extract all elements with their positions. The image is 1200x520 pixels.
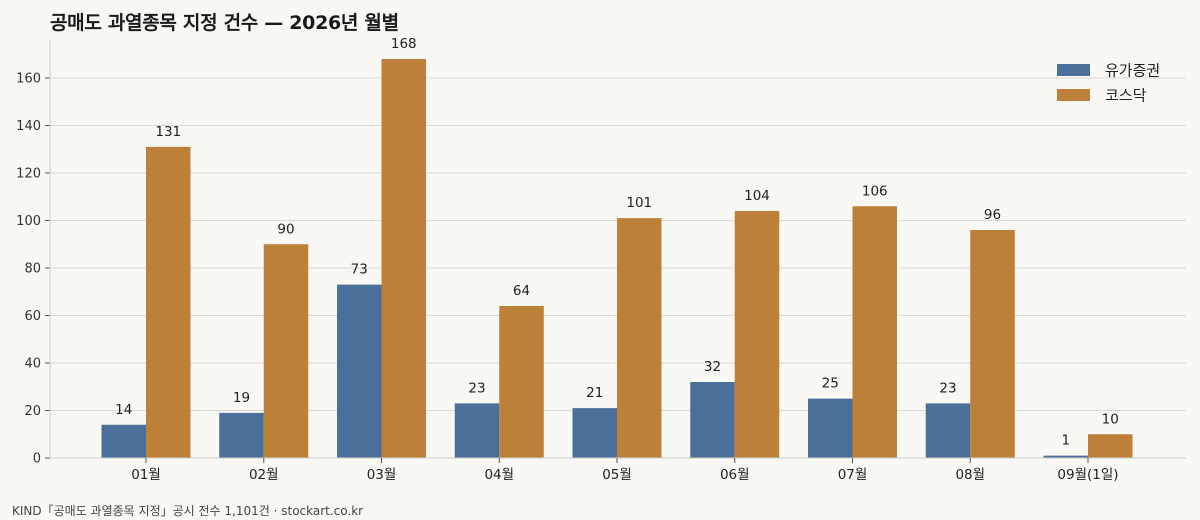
source-footnote: KIND「공매도 과열종목 지정」공시 전수 1,101건 · stockart… [12,504,364,518]
bar-kospi [690,382,735,458]
data-label: 23 [939,380,956,396]
data-label: 10 [1102,411,1119,427]
data-label: 19 [233,390,250,406]
x-tick-label: 02월 [249,467,279,483]
x-tick-label: 03월 [367,467,397,483]
bar-kospi [101,424,146,458]
legend-swatch [1057,64,1090,76]
data-label: 90 [277,221,294,237]
data-label: 1 [1061,433,1070,449]
data-label: 32 [704,359,721,375]
y-tick-label: 0 [33,452,41,467]
data-label: 168 [391,36,417,52]
y-tick-label: 80 [24,262,41,277]
data-label: 106 [862,183,888,199]
legend-label: 코스닥 [1105,87,1147,105]
bar-kosdaq [1088,434,1133,458]
bars: 14 131 19 90 73 168 23 64 21 101 32 104 25 106 23 96 1 10 [101,36,1133,458]
bar-kospi [337,284,382,458]
bar-kospi [808,398,853,458]
bar-kospi [219,412,264,458]
bar-kosdaq [381,59,426,458]
bar-kosdaq [263,244,309,458]
x-tick-label: 08월 [955,467,985,483]
legend-label: 유가증권 [1105,62,1160,80]
y-tick-label: 20 [24,404,41,419]
y-tick-label: 100 [16,214,41,229]
bar-kospi [1043,455,1088,458]
bar-kosdaq [617,218,662,458]
x-tick-label: 06월 [720,467,750,483]
bar-chart: 0 20 40 60 80 100 120 140 160 14 131 19 90 73 168 23 64… [16,36,1186,483]
x-tick-label: 05월 [602,467,632,483]
data-label: 73 [351,262,368,278]
data-label: 64 [513,283,530,299]
bar-kospi [572,408,617,458]
y-tick-label: 160 [16,72,41,87]
legend-swatch [1057,89,1090,101]
bar-kospi [925,403,971,458]
data-label: 23 [468,380,485,396]
x-tick-label: 01월 [131,467,161,483]
data-label: 25 [822,376,839,392]
y-tick-label: 140 [16,119,41,134]
bar-kosdaq [852,206,897,458]
x-tick-label: 07월 [838,467,868,483]
y-tick-label: 60 [24,309,41,324]
bar-kosdaq [970,230,1015,458]
x-tick-label: 04월 [484,467,514,483]
x-axis: 01월 02월 03월 04월 05월 06월 07월 08월 09월(1일) [50,457,1186,483]
data-label: 14 [115,402,132,418]
bar-kospi [454,403,500,458]
data-label: 131 [155,124,181,140]
y-tick-label: 120 [16,167,41,182]
data-label: 96 [984,207,1001,223]
y-tick-label: 40 [24,357,41,372]
data-label: 104 [744,188,770,204]
y-axis: 0 20 40 60 80 100 120 140 160 [16,40,51,467]
data-label: 21 [586,385,603,401]
bar-kosdaq [499,306,544,458]
chart-title: 공매도 과열종목 지정 건수 — 2026년 월별 [50,12,399,34]
bar-kosdaq [146,146,191,458]
bar-kosdaq [734,211,780,458]
x-tick-label: 09월(1일) [1057,467,1118,483]
data-label: 101 [626,195,652,211]
